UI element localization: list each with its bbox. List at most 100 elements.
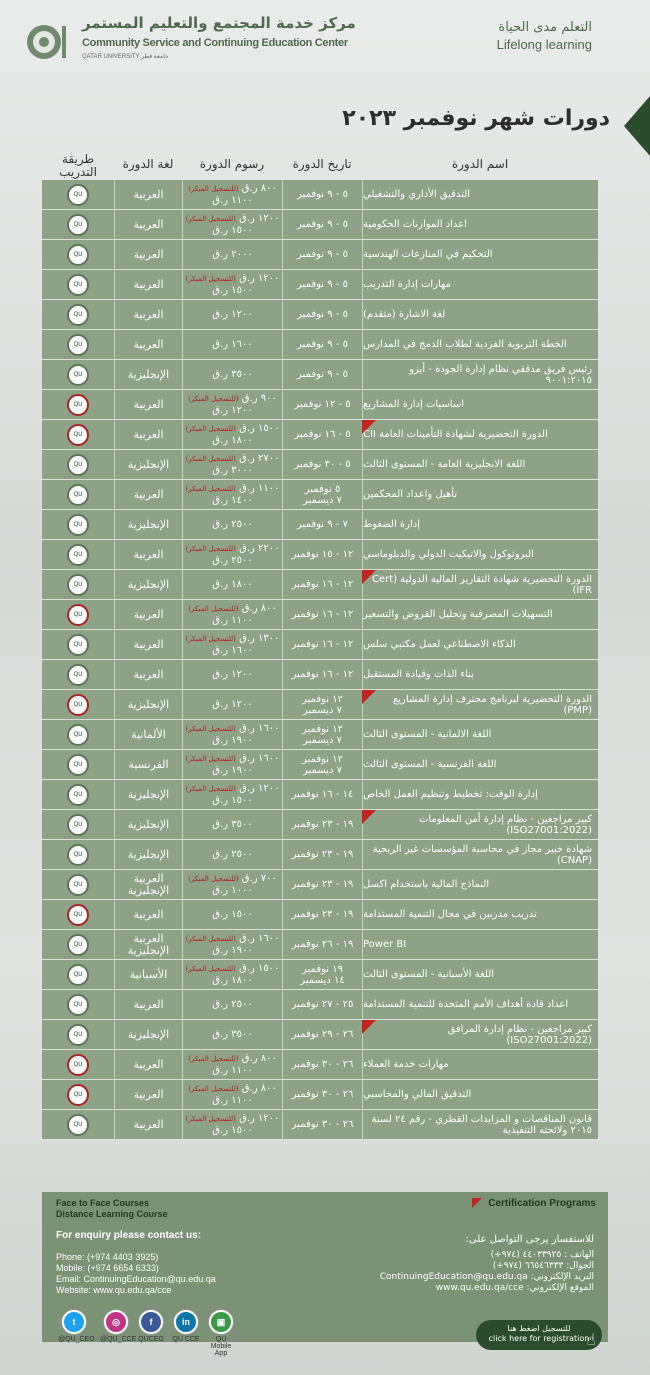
table-row[interactable]: QU الفرنسية ١٦٠٠ ر.ق (للتسجيل المبكر) ١٩٠٠ … bbox=[42, 750, 598, 780]
website-en[interactable]: Website: www.qu.edu.qa/cce bbox=[56, 1285, 172, 1295]
course-language-primary: العربية bbox=[133, 487, 164, 501]
course-language-primary: العربية bbox=[133, 997, 164, 1011]
table-row[interactable]: QU العربية ١١٠٠ ر.ق (للتسجيل المبكر) ١٤٠٠ ر… bbox=[42, 480, 598, 510]
course-language: العربية bbox=[114, 480, 182, 509]
table-row[interactable]: QU العربية ١٢٠٠ ر.ق ٥ - ٩ نوفمبر لغة الاشارة… bbox=[42, 300, 598, 330]
course-date: ٢٦ - ٣٠ نوفمبر bbox=[282, 1110, 362, 1139]
table-row[interactable]: QU العربية ٨٠٠ ر.ق (للتسجيل المبكر) ١١٠٠ ر.… bbox=[42, 600, 598, 630]
course-language-primary: الألمانية bbox=[131, 727, 166, 741]
course-name[interactable]: قانون المناقصات و المزايدات القطري - رقم… bbox=[362, 1110, 598, 1139]
course-name[interactable]: اعداد قادة أهداف الأمم المتحدة للتنمية ا… bbox=[362, 990, 598, 1019]
register-button[interactable]: للتسجيل اضغط هنا click here for registra… bbox=[476, 1320, 602, 1350]
mobile-en[interactable]: Mobile: (+974 6654 6333) bbox=[56, 1263, 159, 1273]
table-row[interactable]: QU الإنجليزية ٣٥٠٠ ر.ق ١٩ - ٢٣ نوفمبر كبير م… bbox=[42, 810, 598, 840]
course-language: العربية bbox=[114, 330, 182, 359]
course-name[interactable]: الدورة التحضيرية لبرنامج محترف إدارة الم… bbox=[362, 690, 598, 719]
course-name[interactable]: اساسيات إدارة المشاريع bbox=[362, 390, 598, 419]
table-row[interactable]: QU العربية ١٢٠٠ ر.ق (للتسجيل المبكر) ١٥٠٠ ر… bbox=[42, 270, 598, 300]
course-name[interactable]: التدقيق المالي والمحاسبي bbox=[362, 1080, 598, 1109]
course-name[interactable]: شهادة خبير مجاز في محاسبة المؤسسات غير ا… bbox=[362, 840, 598, 869]
course-date: ١٩ - ٢٣ نوفمبر bbox=[282, 840, 362, 869]
mobile-ar[interactable]: الجوال: ٦٦٥٤٦٣٣٣ (٩٧٤+) bbox=[492, 1261, 594, 1271]
course-name[interactable]: إدارة الضغوط bbox=[362, 510, 598, 539]
website-ar[interactable]: الموقع الإلكتروني: www.qu.edu.qa/cce bbox=[435, 1283, 594, 1293]
table-row[interactable]: QU الإنجليزية ٣٥٠٠ ر.ق ٥ - ٩ نوفمبر رئيس فري… bbox=[42, 360, 598, 390]
course-name[interactable]: اللغة الانجليزية العامة - المستوى الثالث bbox=[362, 450, 598, 479]
course-name[interactable]: كبير مراجعين - نظام إدارة أمن المعلومات … bbox=[362, 810, 598, 839]
course-name[interactable]: إدارة الوقت: تخطيط وتنظيم العمل الخاص bbox=[362, 780, 598, 809]
table-row[interactable]: QU الإنجليزية ١٨٠٠ ر.ق ١٢ - ١٦ نوفمبر الدورة… bbox=[42, 570, 598, 600]
table-row[interactable]: QU العربية ٨٠٠ ر.ق (للتسجيل المبكر) ١١٠٠ ر.… bbox=[42, 1050, 598, 1080]
early-fee: ٢٢٠٠ ر.ق (للتسجيل المبكر) bbox=[185, 543, 280, 554]
social-link[interactable]: in QU CCE bbox=[170, 1310, 202, 1343]
course-name[interactable]: الذكاء الاصطناعي لعمل مكتبي سلس bbox=[362, 630, 598, 659]
table-row[interactable]: QU العربية ٨٠٠ ر.ق (للتسجيل المبكر) ١١٠٠ ر.… bbox=[42, 180, 598, 210]
course-name[interactable]: التحكيم في المنازعات الهندسية bbox=[362, 240, 598, 269]
social-link[interactable]: t @QU_CEO bbox=[58, 1310, 95, 1343]
email-en[interactable]: Email: ContinuingEducation@qu.edu.qa bbox=[56, 1274, 216, 1284]
course-name[interactable]: النماذج المالية باستخدام اكسل bbox=[362, 870, 598, 899]
social-link[interactable]: ▣ QU Mobile App bbox=[205, 1310, 237, 1357]
course-name[interactable]: بناء الذات وقيادة المستقبل bbox=[362, 660, 598, 689]
course-fee-cell: ١٢٠٠ ر.ق bbox=[182, 660, 282, 689]
table-row[interactable]: QU الإنجليزية ٣٥٠٠ ر.ق ٢٦ - ٢٩ نوفمبر كبير م… bbox=[42, 1020, 598, 1050]
table-row[interactable]: QU الإنجليزية ١٢٠٠ ر.ق (للتسجيل المبكر) ١٥٠… bbox=[42, 780, 598, 810]
course-name[interactable]: اللغة الفرنسية - المستوى الثالث bbox=[362, 750, 598, 779]
table-row[interactable]: QU العربية ١٦٠٠ ر.ق ٥ - ٩ نوفمبر الخطة الترب… bbox=[42, 330, 598, 360]
table-row[interactable]: QU العربية ١٥٠٠ ر.ق ١٩ - ٢٣ نوفمبر تدريب مدر… bbox=[42, 900, 598, 930]
course-name[interactable]: اللغة الالمانية - المستوى الثالث bbox=[362, 720, 598, 749]
table-row[interactable]: QU العربية الإنجليزية ٧٠٠ ر.ق (للتسجيل المب… bbox=[42, 870, 598, 900]
course-name[interactable]: مهارات إدارة التدريب bbox=[362, 270, 598, 299]
course-name[interactable]: تدريب مدربين في مجال التنمية المستدامة bbox=[362, 900, 598, 929]
table-row[interactable]: QU العربية ١٣٠٠ ر.ق (للتسجيل المبكر) ١٦٠٠ ر… bbox=[42, 630, 598, 660]
legend-face-to-face: Face to Face Courses bbox=[56, 1198, 150, 1208]
course-name[interactable]: اعداد الموازنات الحكومية bbox=[362, 210, 598, 239]
course-name[interactable]: البروتوكول والاتيكيت الدولي والدبلوماسي bbox=[362, 540, 598, 569]
email-ar[interactable]: البريد الإلكتروني: ContinuingEducation@q… bbox=[379, 1272, 594, 1282]
course-name[interactable]: لغة الاشارة (متقدم) bbox=[362, 300, 598, 329]
table-row[interactable]: QU الألمانية ١٦٠٠ ر.ق (للتسجيل المبكر) ١٩٠٠… bbox=[42, 720, 598, 750]
course-name[interactable]: الدورة التحضيرية شهادة التقارير المالية … bbox=[362, 570, 598, 599]
table-row[interactable]: QU العربية الإنجليزية ١٦٠٠ ر.ق (للتسجيل الم… bbox=[42, 930, 598, 960]
face-to-face-icon: QU bbox=[67, 753, 89, 776]
course-fee-cell: ٨٠٠ ر.ق (للتسجيل المبكر) ١١٠٠ ر.ق bbox=[182, 1050, 282, 1079]
early-fee: ١٦٠٠ ر.ق (للتسجيل المبكر) bbox=[185, 723, 280, 734]
course-name[interactable]: الخطة التربوية الفردية لطلاب الدمج في ال… bbox=[362, 330, 598, 359]
course-name[interactable]: تأهيل واعداد المحكمين bbox=[362, 480, 598, 509]
table-row[interactable]: QU العربية ٢٥٠٠ ر.ق ٢٥ - ٢٧ نوفمبر اعداد قاد… bbox=[42, 990, 598, 1020]
table-row[interactable]: QU العربية ١٢٠٠ ر.ق (للتسجيل المبكر) ١٥٠٠ ر… bbox=[42, 1110, 598, 1140]
table-row[interactable]: QU الأسبانية ١٥٠٠ ر.ق (للتسجيل المبكر) ١٨٠٠… bbox=[42, 960, 598, 990]
course-language-primary: العربية bbox=[133, 217, 164, 231]
social-handle: QU Mobile App bbox=[210, 1336, 232, 1357]
course-fee-cell: ١٢٠٠ ر.ق (للتسجيل المبكر) ١٥٠٠ ر.ق bbox=[182, 1110, 282, 1139]
course-name[interactable]: اللغة الأسبانية - المستوى الثالث bbox=[362, 960, 598, 989]
table-row[interactable]: QU العربية ٢٠٠٠ ر.ق ٥ - ٩ نوفمبر التحكيم في … bbox=[42, 240, 598, 270]
course-date: ٥ - ٩ نوفمبر bbox=[282, 240, 362, 269]
course-name[interactable]: التسهيلات المصرفية وتحليل القروض والتسعي… bbox=[362, 600, 598, 629]
course-name[interactable]: رئيس فريق مدققي نظام إدارة الجودة - أيزو… bbox=[362, 360, 598, 389]
table-row[interactable]: QU الإنجليزية ٢٥٠٠ ر.ق ١٩ - ٢٣ نوفمبر شهادة … bbox=[42, 840, 598, 870]
table-row[interactable]: QU العربية ٨٠٠ ر.ق (للتسجيل المبكر) ١١٠٠ ر.… bbox=[42, 1080, 598, 1110]
table-row[interactable]: QU العربية ١٢٠٠ ر.ق (للتسجيل المبكر) ١٥٠٠ ر… bbox=[42, 210, 598, 240]
phone-ar[interactable]: الهاتف : ٤٤٠٣٣٩٢٥ (٩٧٤+) bbox=[490, 1250, 594, 1260]
phone-en[interactable]: Phone: (+974 4403 3925) bbox=[56, 1252, 159, 1262]
course-date-start: ٥ - ٩ نوفمبر bbox=[297, 189, 348, 200]
table-row[interactable]: QU الإنجليزية ٢٥٠٠ ر.ق ٧ - ٩ نوفمبر إدارة ال… bbox=[42, 510, 598, 540]
table-row[interactable]: QU العربية ٢٢٠٠ ر.ق (للتسجيل المبكر) ٢٥٠٠ ر… bbox=[42, 540, 598, 570]
course-date: ١٢ - ١٦ نوفمبر bbox=[282, 660, 362, 689]
social-link[interactable]: ◎ @QU_CCE bbox=[100, 1310, 136, 1343]
table-row[interactable]: QU العربية ١٢٠٠ ر.ق ١٢ - ١٦ نوفمبر بناء الذا… bbox=[42, 660, 598, 690]
course-language: العربية bbox=[114, 270, 182, 299]
early-fee: ١٣٠٠ ر.ق (للتسجيل المبكر) bbox=[185, 633, 280, 644]
course-name[interactable]: Power BI bbox=[362, 930, 598, 959]
course-name[interactable]: الدورة التحضيرية لشهادة التأمينات العامة… bbox=[362, 420, 598, 449]
table-row[interactable]: QU الإنجليزية ١٢٠٠ ر.ق ١٢ نوفمبر ٧ ديسمبر الد… bbox=[42, 690, 598, 720]
social-link[interactable]: f QUCEO bbox=[135, 1310, 167, 1343]
course-date: ١٢ - ١٦ نوفمبر bbox=[282, 630, 362, 659]
table-row[interactable]: QU العربية ٩٠٠ ر.ق (للتسجيل المبكر) ١٢٠٠ ر.… bbox=[42, 390, 598, 420]
course-name[interactable]: كبير مراجعين - نظام إدارة المرافق (ISO27… bbox=[362, 1020, 598, 1049]
course-name[interactable]: التدقيق الأداري والتشغيلي bbox=[362, 180, 598, 209]
table-row[interactable]: QU الإنجليزية ٢٧٠٠ ر.ق (للتسجيل المبكر) ٣٠٠… bbox=[42, 450, 598, 480]
table-row[interactable]: QU العربية ١٥٠٠ ر.ق (للتسجيل المبكر) ١٨٠٠ ر… bbox=[42, 420, 598, 450]
course-name[interactable]: مهارات خدمة العملاء bbox=[362, 1050, 598, 1079]
